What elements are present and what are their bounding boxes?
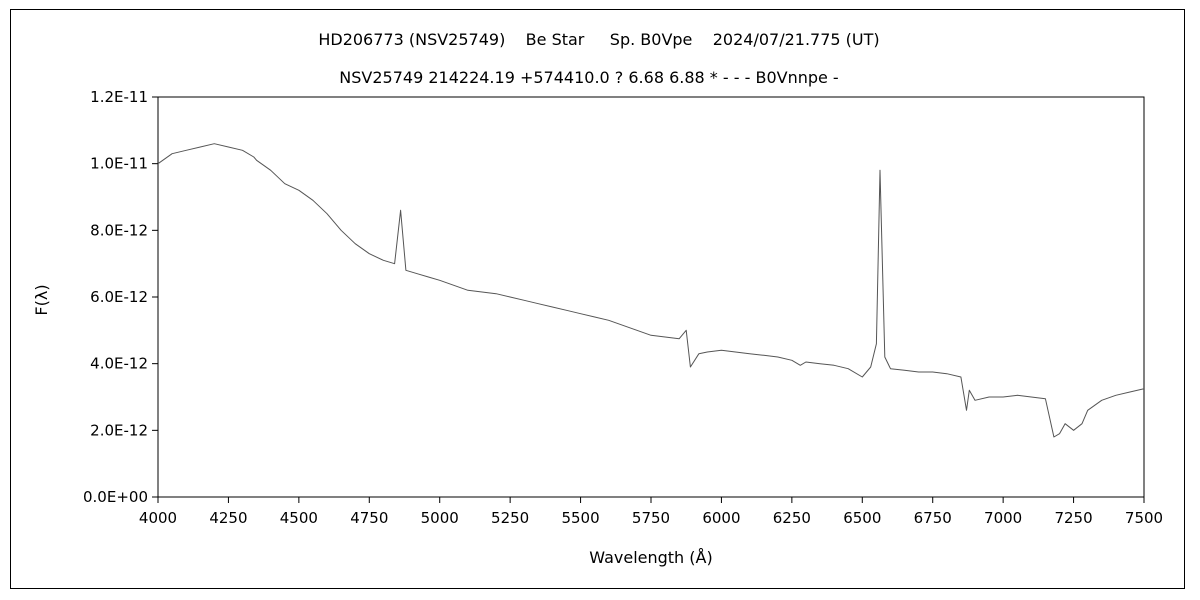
x-tick-label: 7000 (984, 509, 1022, 527)
spectrum-line (157, 143, 1145, 438)
chart-subtitle: NSV25749 214224.19 +574410.0 ? 6.68 6.88… (339, 68, 838, 87)
y-axis: 0.0E+00 2.0E-12 4.0E-12 6.0E-12 8.0E-12 1.0E-… (83, 88, 158, 506)
x-tick-label: 5500 (561, 509, 599, 527)
y-tick-label: 8.0E-12 (90, 221, 148, 239)
x-tick-label: 6000 (702, 509, 740, 527)
x-tick-label: 4500 (280, 509, 318, 527)
x-tick-label: 6250 (773, 509, 811, 527)
spectrum-series (157, 143, 1145, 438)
x-tick-label: 7250 (1054, 509, 1092, 527)
x-axis: 4000 4250 4500 4750 5000 5250 5500 5750 6000 6250… (139, 497, 1163, 527)
chart-title: HD206773 (NSV25749) Be Star Sp. B0Vpe 20… (318, 30, 879, 49)
x-tick-label: 5000 (421, 509, 459, 527)
x-tick-label: 5250 (491, 509, 529, 527)
x-tick-label: 4250 (209, 509, 247, 527)
x-tick-label: 6500 (843, 509, 881, 527)
plot-area (157, 96, 1145, 498)
y-tick-label: 2.0E-12 (90, 421, 148, 439)
y-tick-label: 1.0E-11 (90, 155, 148, 173)
chart: HD206773 (NSV25749) Be Star Sp. B0Vpe 20… (32, 30, 1163, 567)
y-tick-label: 4.0E-12 (90, 355, 148, 373)
y-tick-label: 0.0E+00 (83, 488, 148, 506)
x-tick-label: 7500 (1125, 509, 1163, 527)
y-axis-label: F(λ) (32, 284, 51, 315)
x-tick-label: 5750 (632, 509, 670, 527)
y-tick-label: 1.2E-11 (90, 88, 148, 106)
x-tick-label: 4750 (350, 509, 388, 527)
x-tick-label: 6750 (914, 509, 952, 527)
x-tick-label: 4000 (139, 509, 177, 527)
chart-frame: HD206773 (NSV25749) Be Star Sp. B0Vpe 20… (10, 9, 1185, 589)
y-tick-label: 6.0E-12 (90, 288, 148, 306)
x-axis-label: Wavelength (Å) (589, 548, 712, 567)
